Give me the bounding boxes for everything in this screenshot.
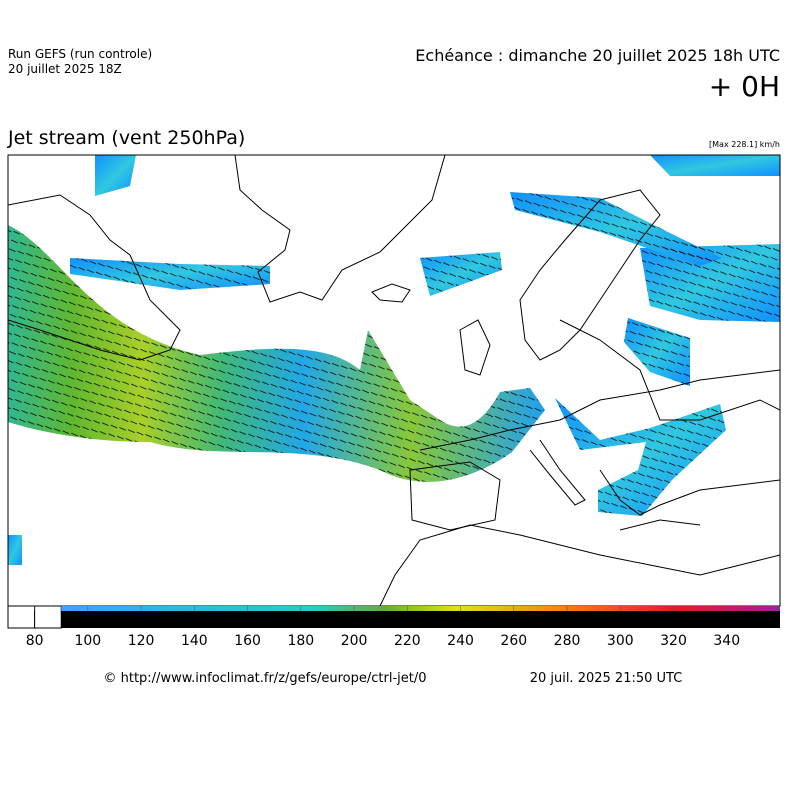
source-link: © http://www.infoclimat.fr/z/gefs/europe… bbox=[103, 671, 426, 686]
colorbar-label: 100 bbox=[74, 633, 101, 649]
generated-time: 20 juil. 2025 21:50 UTC bbox=[530, 671, 683, 686]
colorbar-label: 180 bbox=[287, 633, 314, 649]
max-value: [Max 228.1] km/h bbox=[709, 140, 780, 149]
colorbar-label: 340 bbox=[713, 633, 740, 649]
colorbar-fill bbox=[61, 606, 780, 628]
colorbar-box bbox=[34, 605, 62, 629]
colorbar-label: 260 bbox=[500, 633, 527, 649]
colorbar-label: 220 bbox=[394, 633, 421, 649]
colorbar-label: 300 bbox=[607, 633, 634, 649]
colorbar-label: 160 bbox=[234, 633, 261, 649]
wind-barbs bbox=[8, 192, 780, 516]
colorbar-label: 280 bbox=[554, 633, 581, 649]
coastlines bbox=[8, 155, 780, 606]
colorbar-strip bbox=[61, 606, 780, 611]
run-date: 20 juillet 2025 18Z bbox=[8, 62, 122, 76]
colorbar-label: 200 bbox=[341, 633, 368, 649]
colorbar-label: 120 bbox=[128, 633, 155, 649]
map-title: Jet stream (vent 250hPa) bbox=[7, 127, 245, 149]
colorbar-label: 240 bbox=[447, 633, 474, 649]
colorbar-label: 140 bbox=[181, 633, 208, 649]
run-label: Run GEFS (run controle) bbox=[8, 47, 152, 61]
colorbar-label: 320 bbox=[660, 633, 687, 649]
colorbar-label: 80 bbox=[26, 633, 44, 649]
colorbar: 80 100 120 140 160 180 200 220 240 260 280 300 320 34… bbox=[7, 605, 780, 649]
lead-time: + 0H bbox=[709, 70, 780, 103]
colorbar-box bbox=[7, 605, 36, 629]
map bbox=[8, 155, 780, 606]
valid-time: Echéance : dimanche 20 juillet 2025 18h … bbox=[415, 46, 780, 65]
